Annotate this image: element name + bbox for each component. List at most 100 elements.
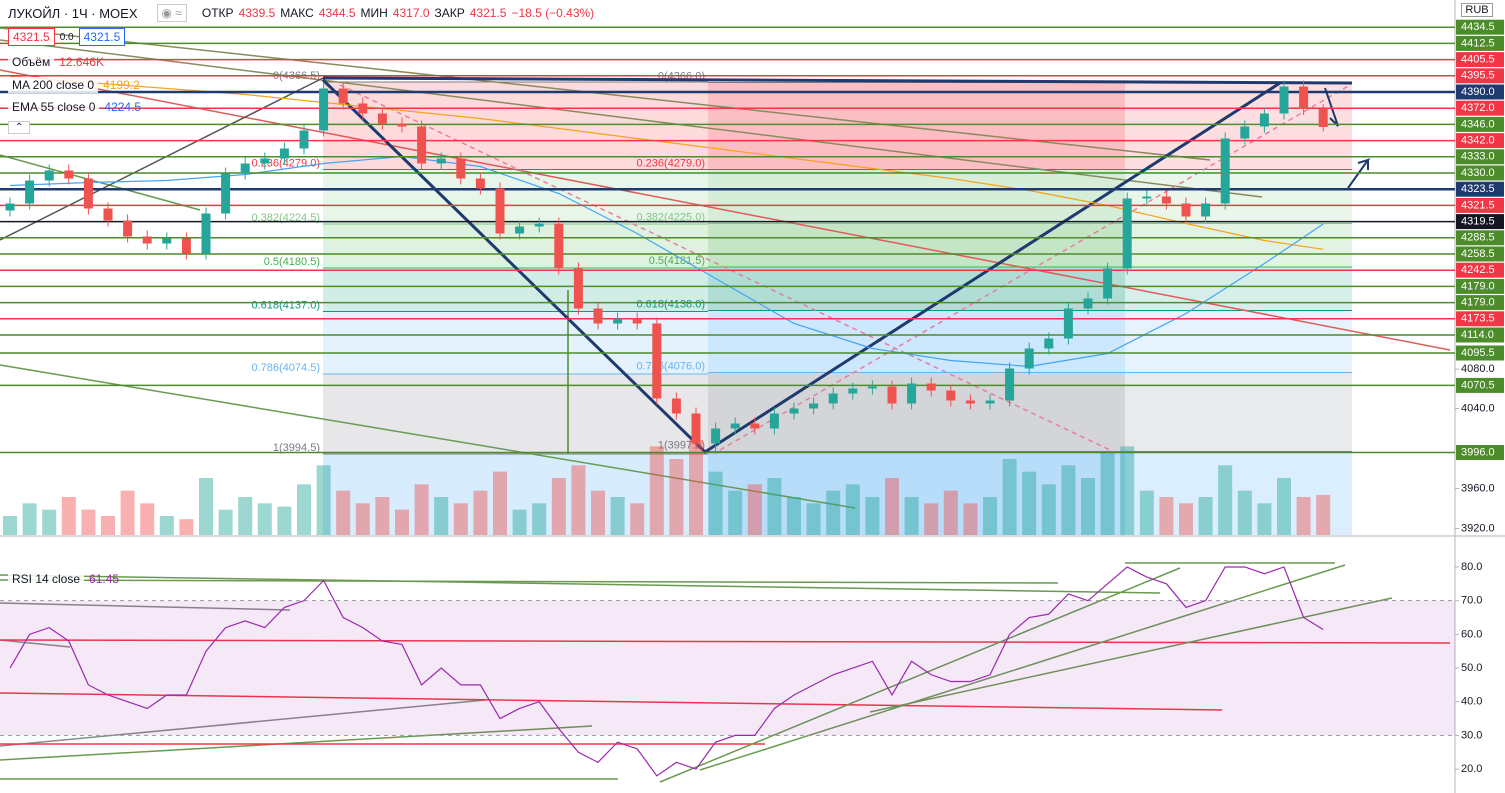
candle-body [965,400,975,404]
fib-zone [323,268,708,312]
volume-bar [708,471,723,535]
volume-bar [963,503,978,535]
candle-body [750,423,760,429]
volume-bar [689,440,703,535]
fib-label: 0.786(4076.0) [637,360,706,372]
volume-bar [885,478,899,535]
volume-bar [3,516,17,535]
candle-body [985,400,995,404]
y-tick-label: 4080.0 [1461,363,1495,375]
fib-zone [708,82,1125,170]
candle-body [358,103,368,114]
candle-body [809,403,819,409]
ma-line [9,155,1324,368]
volume-bar [179,519,194,535]
rsi-line [659,567,1181,783]
rsi-line [0,579,1059,584]
level-label-bg [1456,84,1504,100]
candle-body [44,170,54,181]
candle-body [1279,86,1289,114]
ma-value: 4199.2 [103,78,140,92]
volume-bar [297,484,311,535]
candle-body [652,323,662,399]
volume-bar [571,465,586,535]
candle-body [789,408,799,414]
level-label-bg [1456,52,1504,68]
volume-bar [845,484,860,535]
collapse-button[interactable]: ⌃ [8,121,31,134]
open-value: 4339.5 [238,6,276,20]
rsi-line [0,574,1161,594]
volume-bar [904,497,919,535]
fib-zone [323,454,708,535]
candle-body [1083,298,1093,309]
volume-bar [1296,497,1311,535]
fib-zone [1125,372,1352,452]
candle-body [417,126,427,164]
candle-body [534,223,544,227]
rsi-tick-label: 30.0 [1461,729,1482,741]
volume-bar [453,503,468,535]
close-label: ЗАКР [434,6,465,20]
rsi-line [869,597,1393,713]
level-label: 4346.0 [1461,118,1495,130]
level-label: 4434.5 [1461,21,1495,33]
y-tick-label: 3960.0 [1461,482,1495,494]
ma-line [9,75,1324,250]
volume-bar [120,490,135,535]
candle-body [907,383,917,404]
candle-body [1005,368,1015,401]
volume-bar [669,459,684,535]
sell-button[interactable]: 4321.5 [8,28,55,46]
rsi-line [699,564,1346,771]
level-label: 4070.5 [1461,379,1495,391]
candle-body [1063,308,1073,339]
candle-body [221,173,231,214]
rsi-line [9,566,1324,777]
candle-body [946,390,956,401]
candle-body [1142,196,1152,199]
volume-bar [140,503,155,535]
level-label-bg [1456,149,1504,165]
fib-label: 0.382(4225.0) [637,211,706,223]
y-tick-label: 3920.0 [1461,522,1495,534]
candle-body [671,398,681,414]
candle-body [926,383,936,391]
open-label: ОТКР [201,6,234,20]
level-label: 4319.5 [1461,216,1495,228]
candle-body [456,158,466,179]
level-label: 4412.5 [1461,37,1495,49]
buy-button[interactable]: 4321.5 [78,28,126,46]
ema-legend: EMA 55 close 0 4224.5 [8,99,141,115]
resistance-line [322,76,1353,85]
level-label-bg [1456,278,1504,294]
rsi-tick-label: 20.0 [1461,763,1482,775]
candle-body [1201,203,1211,217]
fib-zone [1125,267,1352,311]
rsi-band [0,600,1455,736]
volume-bar [493,471,507,535]
candle-body [142,236,152,244]
candle-body [730,423,740,429]
level-label-bg [1456,377,1504,393]
candle-body [103,208,113,221]
volume-bar [355,503,370,535]
volume-bar [943,490,958,535]
currency[interactable]: RUB [1461,3,1493,17]
volume-bar [1022,471,1037,535]
icon-button[interactable]: ◉ ≈ [156,4,187,22]
rsi-legend: RSI 14 close 61.45 [8,571,119,587]
candle-body [377,113,387,124]
level-label: 4372.0 [1461,102,1495,114]
volume-bar [1061,465,1076,535]
level-label: 4114.0 [1461,329,1494,341]
volume-bar [630,503,645,535]
level-label: 4395.5 [1461,70,1495,82]
rsi-line [0,725,593,761]
symbol-row: ЛУКОЙЛ · 1Ч · MOEX ◉ ≈ ОТКР 4339.5 МАКС 43… [8,4,594,22]
volume-legend: Объём 12.646K [8,54,104,70]
fib-zone [708,451,1125,535]
candle-body [1122,198,1132,269]
volume-name: Объём [8,54,55,70]
level-label-bg [1456,197,1504,213]
